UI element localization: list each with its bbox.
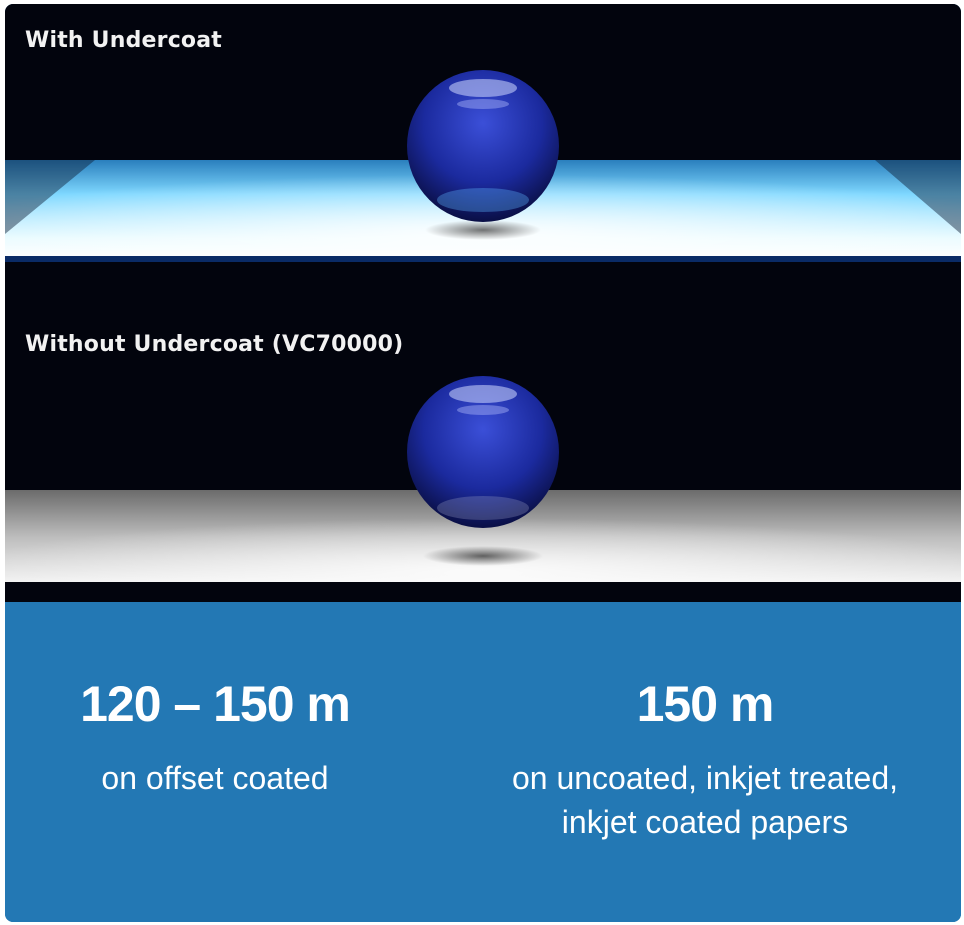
scene-with-undercoat: With Undercoat	[5, 4, 961, 304]
stat-description-line: on offset coated	[101, 760, 329, 796]
scene-without-undercoat: Without Undercoat (VC70000)	[5, 304, 961, 602]
stats-panel: 120 – 150 m on offset coated 150 m on un…	[5, 602, 961, 922]
scene-label-without-undercoat: Without Undercoat (VC70000)	[25, 332, 404, 357]
stat-description-line: on uncoated, inkjet treated,	[511, 760, 899, 796]
scene-label-with-undercoat: With Undercoat	[25, 28, 223, 53]
stat-value: 120 – 150 m	[80, 676, 351, 732]
comparison-card: With Undercoat	[5, 4, 961, 922]
matte-surface-illustration	[5, 376, 961, 602]
stat-value: 150 m	[636, 676, 775, 732]
glossy-surface-illustration	[5, 70, 961, 262]
stat-description: on uncoated, inkjet treated, inkjet coat…	[465, 756, 945, 844]
stat-offset-coated: 120 – 150 m on offset coated	[35, 674, 395, 800]
stat-uncoated-inkjet: 150 m on uncoated, inkjet treated, inkje…	[465, 674, 945, 844]
stat-description-line: inkjet coated papers	[561, 804, 849, 840]
stat-description: on offset coated	[35, 756, 395, 800]
